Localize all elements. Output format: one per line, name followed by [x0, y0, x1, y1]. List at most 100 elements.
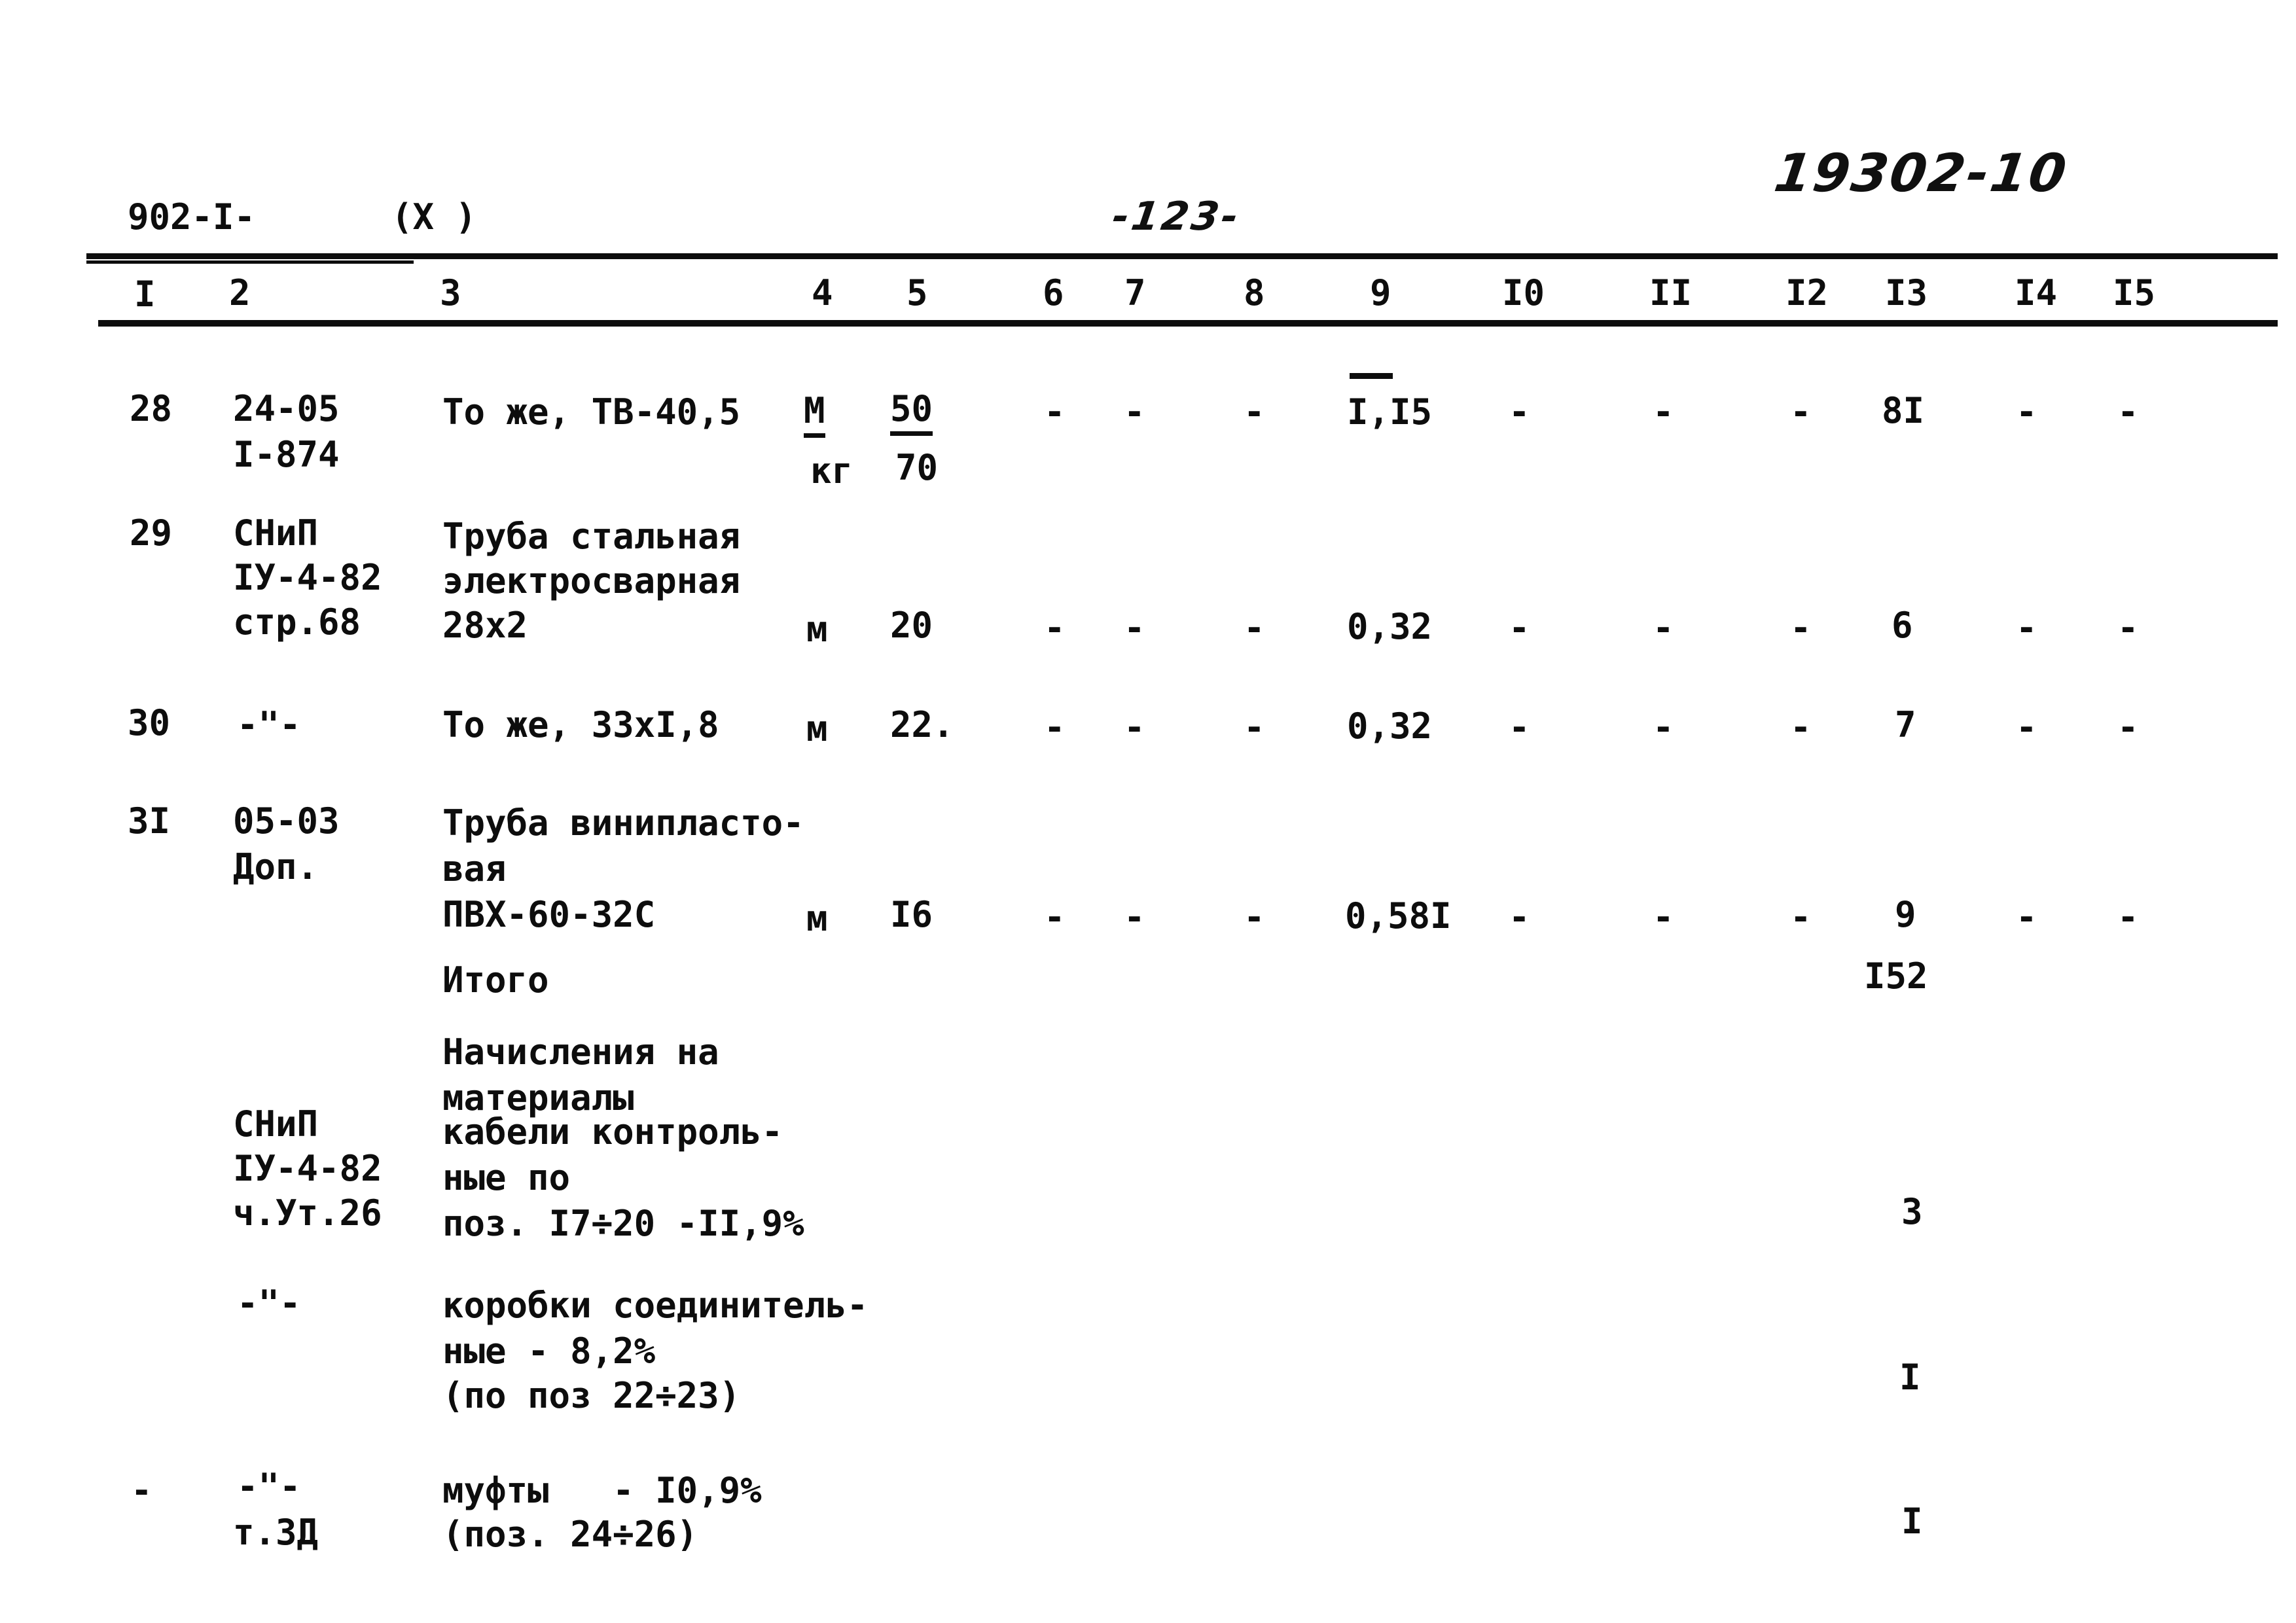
- row30-basis: -"-: [237, 704, 301, 745]
- surcharge1-basis-3: ч.Ут.26: [233, 1192, 382, 1234]
- row28-dash-12: -: [1790, 391, 1812, 433]
- col-header-4: 4: [812, 272, 833, 313]
- surcharge1-name-2: ные по: [442, 1157, 571, 1198]
- row28-col9: I,I5: [1347, 391, 1433, 433]
- surcharge-heading-2: материалы: [442, 1077, 634, 1118]
- col-header-5: 5: [906, 272, 928, 313]
- row30-qty: 22.: [890, 704, 954, 745]
- row28-dash-15: -: [2117, 391, 2139, 433]
- row28-dash-8: -: [1244, 391, 1265, 433]
- row28-dash-10: -: [1509, 391, 1530, 433]
- row30-pos: 30: [128, 702, 171, 743]
- surcharge1-basis-1: СНиП: [233, 1103, 319, 1145]
- row29-dash-14: -: [2016, 607, 2037, 649]
- row30-dash-11: -: [1653, 707, 1674, 748]
- col-header-15: I5: [2113, 272, 2156, 313]
- surcharge3-pos: -: [131, 1470, 152, 1511]
- row29-dash-10: -: [1509, 607, 1530, 649]
- col-header-3: 3: [440, 272, 461, 313]
- row29-dash-11: -: [1653, 607, 1674, 649]
- row28-qty-top: 50: [890, 389, 933, 437]
- row30-dash-15: -: [2117, 707, 2139, 748]
- col-header-9: 9: [1370, 272, 1391, 313]
- row30-dash-7: -: [1124, 707, 1145, 748]
- row29-dash-12: -: [1790, 607, 1812, 649]
- surcharge3-value: I: [1901, 1501, 1923, 1542]
- row31-name-3: ПВХ-60-32С: [442, 894, 656, 935]
- row31-basis-2: Доп.: [233, 846, 319, 887]
- col-header-12: I2: [1785, 272, 1829, 313]
- surcharge3-basis-1: -"-: [237, 1466, 301, 1507]
- stamp-handwritten: 19302-10: [1770, 143, 2072, 204]
- row30-dash-6: -: [1044, 707, 1066, 748]
- total-label: Итого: [442, 959, 549, 1001]
- row29-dash-6: -: [1044, 607, 1066, 649]
- row29-qty: 20: [890, 605, 933, 646]
- row31-dash-15: -: [2117, 897, 2139, 938]
- doc-variant: (X ): [391, 196, 477, 238]
- page-number-handwritten: -123-: [1109, 194, 1244, 240]
- surcharge2-name-2: ные - 8,2%: [442, 1330, 656, 1372]
- row31-dash-8: -: [1244, 897, 1265, 938]
- row29-basis-3: стр.68: [233, 601, 361, 643]
- row31-dash-6: -: [1044, 897, 1066, 938]
- row29-name-2: электросварная: [442, 560, 741, 601]
- row28-dash-7: -: [1124, 391, 1145, 433]
- surcharge1-name-1: кабели контроль-: [442, 1111, 783, 1152]
- row30-name: То же, 33хI,8: [442, 704, 719, 745]
- col-header-13: I3: [1885, 272, 1928, 313]
- surcharge2-basis: -"-: [237, 1283, 301, 1324]
- row31-dash-14: -: [2016, 897, 2037, 938]
- row31-basis-1: 05-03: [233, 800, 340, 842]
- row31-dash-12: -: [1790, 897, 1812, 938]
- doc-code: 902-I-: [128, 196, 256, 238]
- row28-unit-bot: кг: [810, 450, 853, 491]
- surcharge1-basis-2: IУ-4-82: [233, 1148, 382, 1189]
- row28-col13: 8I: [1882, 390, 1925, 431]
- surcharge3-basis-2: т.ЗД: [233, 1512, 319, 1553]
- row28-dash-6: -: [1044, 391, 1066, 433]
- total-value: I52: [1864, 955, 1928, 997]
- row29-basis-2: IУ-4-82: [233, 557, 382, 598]
- col-header-14: I4: [2015, 272, 2058, 313]
- col-header-10: I0: [1502, 272, 1545, 313]
- surcharge1-value: 3: [1901, 1191, 1923, 1232]
- row28-basis-2: I-874: [233, 434, 340, 475]
- row30-dash-12: -: [1790, 707, 1812, 748]
- row31-dash-7: -: [1124, 897, 1145, 938]
- row30-col9: 0,32: [1347, 705, 1433, 747]
- col-header-2: 2: [229, 272, 251, 313]
- row28-dash-14: -: [2016, 391, 2037, 433]
- row31-name-2: вая: [442, 848, 507, 889]
- row29-col13: 6: [1892, 605, 1913, 646]
- row28-dash-11: -: [1653, 391, 1674, 433]
- surcharge2-name-3: (по поз 22÷23): [442, 1375, 741, 1416]
- row29-col9: 0,32: [1347, 606, 1433, 647]
- row31-unit: м: [806, 898, 828, 939]
- row31-col9: 0,58I: [1345, 895, 1452, 936]
- surcharge-heading-1: Начисления на: [442, 1031, 719, 1073]
- col-header-7: 7: [1124, 272, 1146, 313]
- col-header-1: I: [134, 274, 156, 315]
- row30-dash-14: -: [2016, 707, 2037, 748]
- surcharge3-name-1: муфты - I0,9%: [442, 1470, 762, 1511]
- row28-pos: 28: [130, 388, 173, 429]
- row31-dash-11: -: [1653, 897, 1674, 938]
- row31-pos: 3I: [128, 800, 171, 842]
- row28-basis-1: 24-05: [233, 388, 340, 429]
- surcharge3-name-2: (поз. 24÷26): [442, 1514, 698, 1555]
- surcharge2-value: I: [1899, 1357, 1921, 1398]
- surcharge2-name-1: коробки соединитель-: [442, 1285, 869, 1326]
- surcharge1-name-3: поз. I7÷20 -II,9%: [442, 1203, 804, 1244]
- row31-col13: 9: [1895, 894, 1916, 935]
- row28-overstrike-mark: [1350, 373, 1393, 379]
- row30-dash-10: -: [1509, 707, 1530, 748]
- table-top-rule: [86, 253, 2278, 259]
- row29-pos: 29: [130, 512, 173, 554]
- row29-basis-1: СНиП: [233, 512, 319, 554]
- row31-dash-10: -: [1509, 897, 1530, 938]
- row30-col13: 7: [1895, 704, 1916, 745]
- col-header-6: 6: [1043, 272, 1064, 313]
- row31-name-1: Труба винипласто-: [442, 802, 804, 844]
